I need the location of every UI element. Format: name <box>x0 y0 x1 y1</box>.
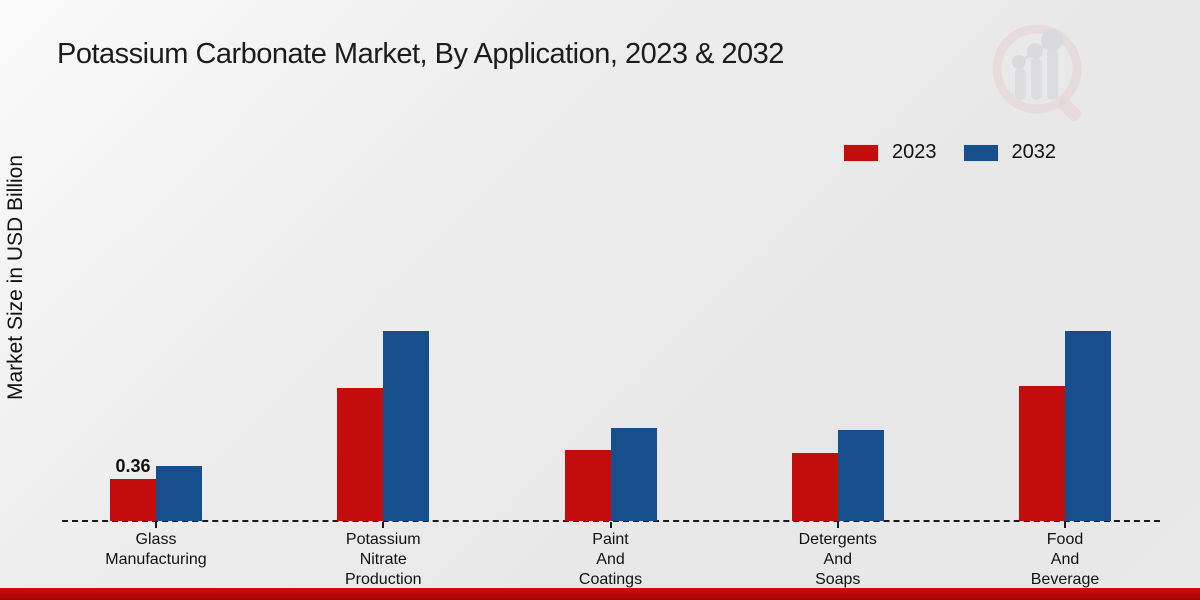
x-axis-tick-paint-and-coatings <box>609 522 612 528</box>
x-axis-tick-detergents-and-soaps <box>836 522 839 528</box>
bar-2032-glass-manufacturing <box>156 466 202 521</box>
x-axis-tick-glass-manufacturing <box>155 522 157 528</box>
category-label-paint-and-coatings: Paint And Coatings <box>578 531 643 588</box>
category-label-detergents-and-soaps: Detergents And Soaps <box>798 531 877 588</box>
legend-item-2023: 2023 <box>843 141 937 164</box>
bar-value-label-2023-glass-manufacturing: 0.36 <box>115 456 151 476</box>
bar-2023-detergents-and-soaps <box>791 453 838 521</box>
legend-label-2023: 2023 <box>892 141 937 163</box>
bar-2023-potassium-nitrate-production <box>337 388 384 521</box>
x-axis-baseline <box>62 520 1160 522</box>
chart-title: Potassium Carbonate Market, By Applicati… <box>57 38 784 70</box>
x-axis-tick-food-and-beverage <box>1064 522 1066 528</box>
bar-2023-food-and-beverage <box>1019 386 1065 521</box>
bar-2032-food-and-beverage <box>1065 331 1111 521</box>
legend-swatch-2032 <box>962 143 999 162</box>
market-research-logo-icon <box>992 24 1082 122</box>
footer-accent-bar <box>0 588 1200 600</box>
legend: 2023 2032 <box>843 141 1056 164</box>
category-label-food-and-beverage: Food And Beverage <box>1030 531 1100 588</box>
category-label-glass-manufacturing: Glass Manufacturing <box>105 531 207 568</box>
legend-label-2032: 2032 <box>1011 141 1057 163</box>
x-axis-tick-potassium-nitrate-production <box>382 522 385 528</box>
bar-2032-detergents-and-soaps <box>837 430 884 521</box>
legend-swatch-2023 <box>843 143 879 162</box>
category-label-potassium-nitrate-production: Potassium Nitrate Production <box>345 531 422 588</box>
legend-item-2032: 2032 <box>962 141 1057 164</box>
bar-2023-glass-manufacturing <box>110 479 156 521</box>
bar-2032-paint-and-coatings <box>610 428 657 521</box>
bar-2023-paint-and-coatings <box>564 450 611 521</box>
bar-2032-potassium-nitrate-production <box>383 331 430 521</box>
